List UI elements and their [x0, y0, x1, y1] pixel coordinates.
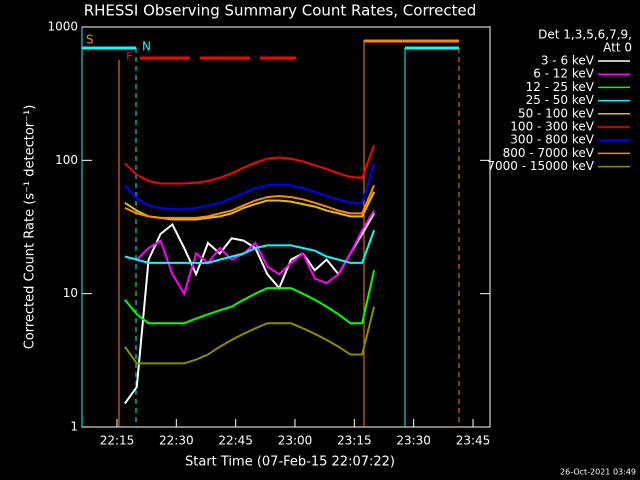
- series-line: [124, 184, 376, 219]
- legend-label: 25 - 50 keV: [526, 93, 595, 107]
- legend-label: 300 - 800 keV: [510, 133, 594, 147]
- y-tick-label: 100: [55, 153, 78, 167]
- x-tick-label: 22:30: [159, 434, 194, 448]
- x-tick-label: 23:15: [337, 434, 372, 448]
- y-tick-label: 1000: [47, 20, 78, 34]
- legend-label: 800 - 7000 keV: [503, 146, 595, 160]
- series-line: [136, 210, 375, 297]
- legend-label: 7000 - 15000 keV: [487, 159, 594, 173]
- timestamp: 26-Oct-2021 03:49: [560, 468, 636, 477]
- chart-title: RHESSI Observing Summary Count Rates, Co…: [84, 2, 477, 20]
- flag-label: N: [142, 40, 151, 54]
- legend-label: 6 - 12 keV: [533, 67, 595, 81]
- legend-header: Att 0: [603, 41, 632, 55]
- flag-label: F: [126, 50, 133, 64]
- x-tick-label: 23:45: [456, 434, 491, 448]
- legend-label: 50 - 100 keV: [518, 106, 595, 120]
- legend-label: 3 - 6 keV: [541, 54, 595, 68]
- series-line: [124, 163, 376, 211]
- series-line: [124, 269, 376, 325]
- x-axis-label: Start Time (07-Feb-15 22:07:22): [185, 455, 395, 470]
- y-tick-label: 1: [70, 420, 78, 434]
- series-line: [124, 306, 376, 365]
- x-tick-label: 23:00: [278, 434, 313, 448]
- x-tick-label: 22:45: [218, 434, 253, 448]
- legend-label: 100 - 300 keV: [510, 120, 594, 134]
- y-tick-label: 10: [63, 286, 78, 300]
- x-tick-label: 22:15: [100, 434, 135, 448]
- legend-label: 12 - 25 keV: [526, 80, 595, 94]
- series-line: [124, 191, 375, 221]
- series-line: [124, 229, 376, 264]
- plot-frame: [81, 26, 491, 428]
- series-line: [124, 212, 375, 405]
- y-axis-label: Corrected Count Rate (s⁻¹ detector⁻¹): [23, 105, 38, 350]
- series-line: [124, 144, 376, 185]
- flag-label: S: [86, 33, 94, 47]
- legend-header: Det 1,3,5,6,7,9,: [538, 28, 632, 42]
- x-tick-label: 23:30: [396, 434, 431, 448]
